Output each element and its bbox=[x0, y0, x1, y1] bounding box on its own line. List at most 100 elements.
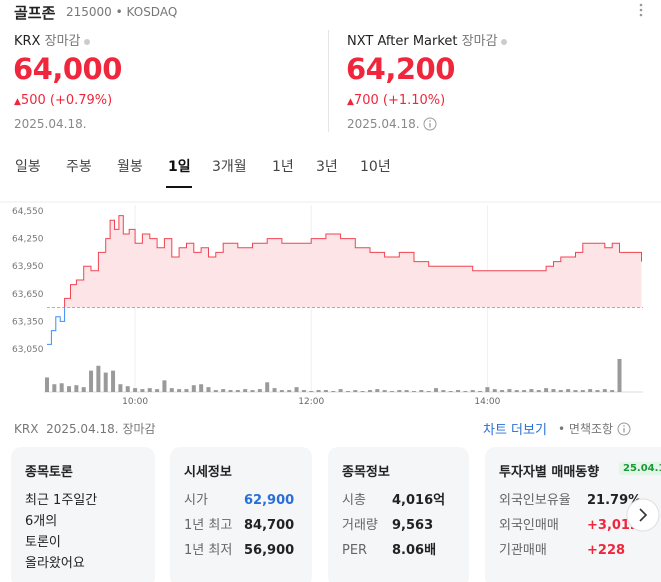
volume-bar bbox=[514, 390, 519, 392]
price-line-up bbox=[64, 215, 642, 308]
volume-bar bbox=[536, 390, 541, 392]
volume-bar bbox=[81, 387, 86, 392]
volume-bar bbox=[522, 390, 527, 392]
volume-bar bbox=[74, 385, 79, 392]
volume-bar bbox=[551, 389, 556, 392]
info-row: 시총 4,016억 bbox=[342, 489, 445, 508]
price: 64,000 bbox=[13, 52, 122, 86]
volume-bar bbox=[588, 389, 593, 392]
volume-bar bbox=[257, 389, 262, 392]
volume-bar bbox=[243, 389, 248, 392]
intraday-chart: 64,550 64,250 63,950 63,650 63,350 63,050 10:0… bbox=[0, 201, 661, 407]
change-pct: (+1.10%) bbox=[382, 93, 446, 108]
footer-info: KRX 2025.04.18. 장마감 bbox=[14, 420, 156, 437]
info-row: 외국인매매 +3,012 bbox=[499, 514, 639, 533]
row-value: 9,563 bbox=[392, 518, 434, 533]
row-label: PER bbox=[342, 543, 368, 558]
footer-status: 장마감 bbox=[122, 422, 156, 436]
volume-bar bbox=[309, 391, 314, 392]
disclaimer[interactable]: • 면책조항 bbox=[558, 420, 631, 437]
active-underline bbox=[166, 186, 192, 188]
volume-bar bbox=[463, 391, 468, 392]
info-row: 1년 최고 84,700 bbox=[184, 514, 294, 533]
row-value: +228 bbox=[587, 543, 626, 558]
volume-bar bbox=[558, 390, 563, 392]
volume-bar bbox=[301, 390, 306, 392]
change: 500 bbox=[20, 93, 46, 108]
volume-bar bbox=[191, 385, 196, 392]
y-tick-label: 63,950 bbox=[12, 262, 44, 272]
volume-bar bbox=[470, 390, 475, 392]
volume-bar bbox=[375, 389, 380, 392]
row-value: +3,012 bbox=[587, 518, 640, 533]
discussion-card[interactable]: 종목토론 최근 1주일간 6개의 토론이 올라왔어요 bbox=[11, 447, 155, 582]
row-label: 1년 최저 bbox=[184, 543, 233, 558]
row-value: 21.79% bbox=[587, 493, 642, 508]
price-area bbox=[47, 215, 642, 308]
row-value: 84,700 bbox=[244, 518, 295, 533]
info-row: PER 8.06배 bbox=[342, 539, 436, 558]
volume-bar bbox=[485, 387, 490, 392]
volume-bar bbox=[529, 389, 534, 392]
period-tab[interactable]: 10년 bbox=[360, 159, 391, 175]
volume-bar bbox=[221, 389, 226, 392]
card-line: 토론이 bbox=[25, 535, 61, 550]
volume-bar bbox=[213, 390, 218, 392]
volume-bar bbox=[419, 390, 424, 392]
row-label: 시총 bbox=[342, 493, 366, 508]
volume-bar bbox=[206, 387, 211, 392]
period-tab[interactable]: 1일 bbox=[168, 159, 191, 175]
volume-bar bbox=[397, 390, 402, 392]
period-tab[interactable]: 주봉 bbox=[66, 159, 92, 175]
volume-bar bbox=[96, 365, 101, 392]
row-label: 기관매매 bbox=[499, 543, 547, 558]
volume-bar bbox=[265, 382, 270, 392]
row-label: 외국인보유율 bbox=[499, 493, 571, 508]
info-icon[interactable] bbox=[423, 117, 437, 131]
volume-bar bbox=[382, 390, 387, 392]
period-tab[interactable]: 월봉 bbox=[117, 159, 143, 175]
x-tick-label: 14:00 bbox=[474, 397, 500, 407]
volume-bar bbox=[441, 390, 446, 392]
info-row: 기관매매 +228 bbox=[499, 539, 625, 558]
x-tick-label: 10:00 bbox=[122, 397, 148, 407]
card-title: 종목토론 bbox=[25, 465, 73, 480]
volume-bar bbox=[67, 386, 72, 392]
volume-bar bbox=[507, 389, 512, 392]
volume-bar bbox=[610, 390, 615, 392]
change-pct: (+0.79%) bbox=[49, 93, 113, 108]
period-tab[interactable]: 3개월 bbox=[212, 159, 247, 175]
y-tick-label: 64,550 bbox=[12, 207, 44, 217]
volume-bar bbox=[316, 390, 321, 392]
period-tab[interactable]: 1년 bbox=[272, 159, 294, 175]
row-value: 4,016억 bbox=[392, 493, 446, 508]
card-title: 시세정보 bbox=[184, 465, 232, 480]
y-tick-label: 63,650 bbox=[12, 290, 44, 300]
volume-bar bbox=[45, 377, 49, 392]
stock-info-card[interactable]: 종목정보 시총 4,016억 거래량 9,563 PER 8.06배 bbox=[328, 447, 469, 582]
period-tab[interactable]: 3년 bbox=[316, 159, 338, 175]
volume-bar bbox=[434, 388, 439, 392]
stock-code-market: 215000 • KOSDAQ bbox=[66, 5, 178, 19]
volume-bar bbox=[184, 389, 189, 392]
row-label: 거래량 bbox=[342, 518, 378, 533]
info-icon bbox=[617, 422, 631, 436]
price-info-card[interactable]: 시세정보 시가 62,900 1년 최고 84,700 1년 최저 56,900 bbox=[170, 447, 312, 582]
venue: KRX bbox=[14, 34, 41, 49]
y-tick-label: 63,350 bbox=[12, 317, 44, 327]
more-menu[interactable] bbox=[636, 2, 646, 18]
chart-more[interactable]: 차트 더보기 bbox=[483, 423, 547, 438]
period-tab[interactable]: 일봉 bbox=[15, 159, 41, 175]
row-value: 62,900 bbox=[244, 493, 295, 508]
venue: NXT After Market bbox=[347, 34, 458, 49]
info-row: 거래량 9,563 bbox=[342, 514, 433, 533]
row-value: 8.06배 bbox=[392, 543, 437, 558]
volume-bar bbox=[404, 390, 409, 392]
volume-bar bbox=[345, 391, 350, 392]
volume-bar bbox=[52, 384, 57, 392]
price: 64,200 bbox=[346, 52, 455, 86]
card-title: 투자자별 매매동향 bbox=[499, 465, 600, 480]
next-button[interactable] bbox=[626, 498, 660, 532]
row-label: 시가 bbox=[184, 493, 208, 508]
